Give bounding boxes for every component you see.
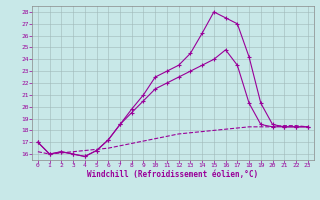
- X-axis label: Windchill (Refroidissement éolien,°C): Windchill (Refroidissement éolien,°C): [87, 170, 258, 179]
